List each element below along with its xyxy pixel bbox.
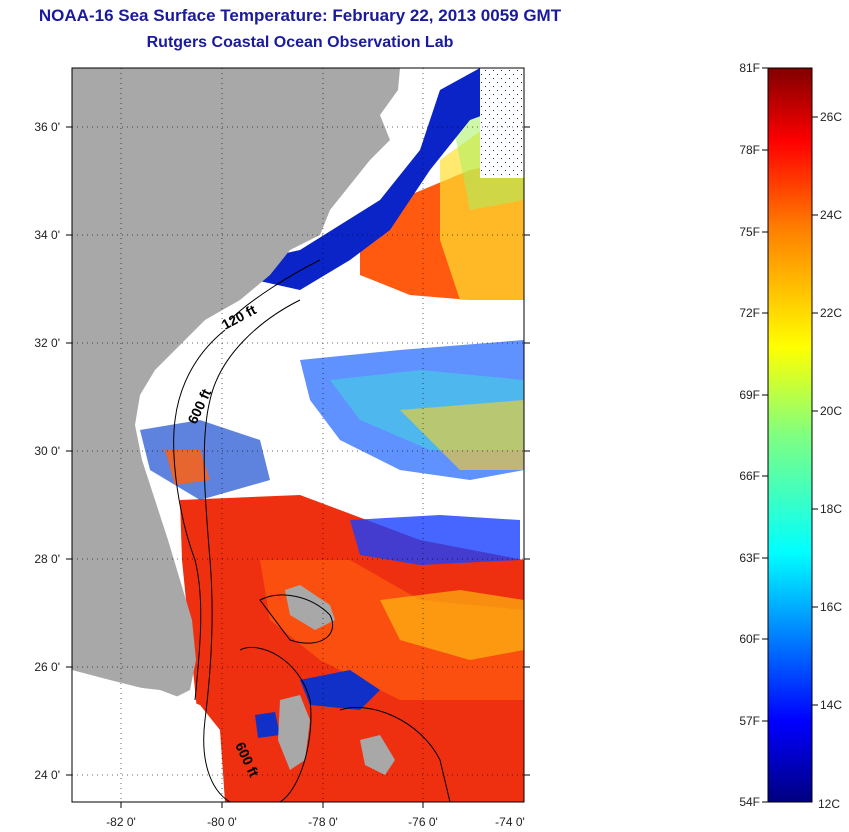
map-ticks [66, 126, 530, 808]
colorbar-f-label: 72F [739, 306, 760, 320]
land-bahamas-andros [278, 695, 310, 770]
map-title: NOAA-16 Sea Surface Temperature: Februar… [38, 6, 562, 25]
colorbar-f-label: 75F [739, 225, 760, 239]
lat-label: 24 0' [34, 768, 60, 782]
colorbar-gradient [767, 67, 813, 803]
colorbar-c-label: 12C [818, 797, 840, 811]
lat-label: 36 0' [34, 120, 60, 134]
lon-label: -80 0' [207, 815, 237, 829]
map-frame [71, 67, 525, 803]
colorbar-c-label: 16C [820, 600, 842, 614]
contour-120ft [173, 329, 226, 701]
colorbar-f-label: 57F [739, 714, 760, 728]
lat-label: 26 0' [34, 660, 60, 674]
land-mainland [72, 68, 400, 700]
colorbar-f-label: 66F [739, 469, 760, 483]
lon-label: -78 0' [308, 815, 338, 829]
colorbar-c-label: 18C [820, 502, 842, 516]
colorbar-f-label: 60F [739, 632, 760, 646]
lon-label: -82 0' [106, 815, 136, 829]
colorbar-c-label: 22C [820, 306, 842, 320]
colorbar: 81F 78F 75F 72F 69F 66F 63F 60F 57F 54F … [739, 61, 842, 811]
lat-label: 28 0' [34, 552, 60, 566]
colorbar-c-label: 20C [820, 404, 842, 418]
map-panel: 120 ft 600 ft 600 ft [72, 68, 524, 802]
map-subtitle: Rutgers Coastal Ocean Observation Lab [146, 34, 454, 51]
lon-label: -76 0' [408, 815, 438, 829]
colorbar-f-label: 78F [739, 143, 760, 157]
lat-label: 32 0' [34, 336, 60, 350]
colorbar-c-label: 24C [820, 208, 842, 222]
lat-label: 30 0' [34, 444, 60, 458]
map-grid [72, 68, 524, 802]
colorbar-c-label: 26C [820, 110, 842, 124]
colorbar-c-label: 14C [820, 698, 842, 712]
colorbar-f-label: 69F [739, 388, 760, 402]
lon-label: -74 0' [495, 815, 525, 829]
colorbar-f-label: 81F [739, 61, 760, 75]
lat-label: 34 0' [34, 228, 60, 242]
colorbar-f-label: 63F [739, 551, 760, 565]
contour-600ft [203, 299, 301, 802]
colorbar-f-label: 54F [739, 795, 760, 809]
